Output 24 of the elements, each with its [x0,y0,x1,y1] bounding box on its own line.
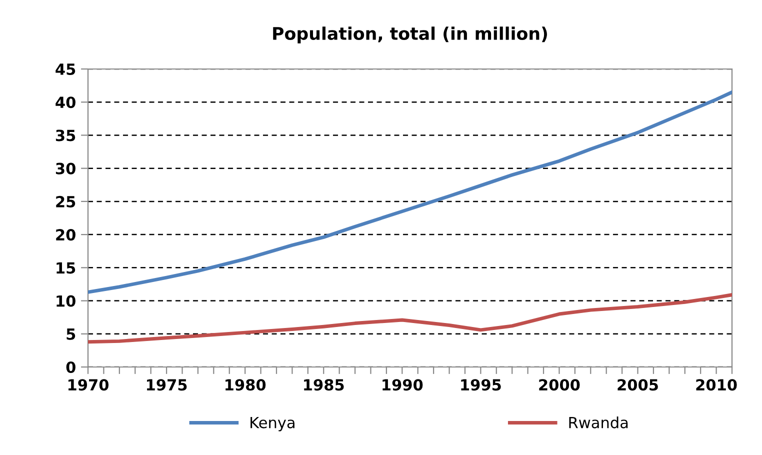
y-tick-label: 45 [56,64,76,76]
x-tick-label: 1975 [147,379,187,391]
x-tick-label: 1995 [461,379,501,391]
y-tick-label: 10 [56,295,76,307]
y-tick-label: 40 [56,96,76,108]
line-series [88,90,732,294]
x-tick-label: 1985 [304,379,344,391]
x-tick-label: 1970 [68,379,109,391]
legend-label: Kenya [250,416,294,432]
y-tick-label: 35 [56,130,76,142]
y-tick-label: 5 [66,328,76,340]
x-tick-label: 2000 [539,379,580,391]
x-tick-label: 1980 [226,379,266,391]
y-tick-label: 15 [56,262,76,274]
x-tick-label: 2010 [696,379,737,391]
x-tick-label: 2005 [618,379,658,391]
chart-title: Population, total (in million) [273,26,547,44]
x-tick-label: 1990 [382,379,423,391]
y-tick-label: 30 [56,162,76,174]
y-tick-label: 25 [56,196,76,208]
legend-label: Rwanda [569,416,628,428]
line-series [88,293,732,344]
y-tick-label: 20 [56,229,76,241]
y-tick-label: 0 [66,361,76,374]
